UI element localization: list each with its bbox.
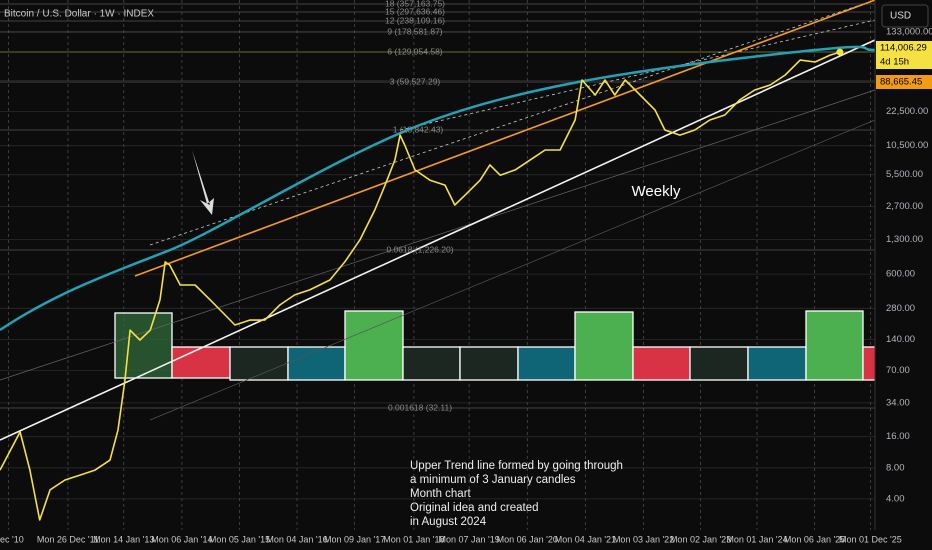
fib-label: 18 (357,163.75): [385, 0, 445, 8]
y-tick-label: 34.00: [886, 397, 910, 408]
y-axis-panel: [875, 0, 932, 550]
y-tick-label: 600.00: [886, 269, 915, 280]
timeframe-label: Weekly: [632, 183, 681, 200]
x-tick-label: Mon 01 Dec '25: [839, 534, 902, 544]
x-tick-label: Mon 06 Jan '14: [151, 534, 212, 544]
y-tick-label: 22,500.00: [886, 106, 928, 117]
y-tick-label: 5,500.00: [886, 169, 923, 180]
note-line: Month chart: [410, 488, 472, 500]
price-label: 4d 15h: [880, 57, 909, 68]
price-label-bg: [876, 55, 932, 69]
fib-label: 0.0618 (1,226.20): [386, 244, 453, 254]
x-tick-label: Mon 02 Jan '23: [670, 534, 731, 544]
price-label: 88,665.45: [880, 77, 922, 88]
note-line: Upper Trend line formed by going through: [410, 460, 623, 472]
last-point: [836, 48, 844, 56]
fib-label: 12 (238,109.16): [385, 15, 445, 25]
fib-label: 1 (13,842.43): [393, 124, 444, 134]
x-tick-label: Mon 06 Jan '25: [784, 534, 845, 544]
fib-label: 15 (297,636.46): [385, 6, 445, 16]
y-tick-label: 133,000.00: [886, 26, 932, 37]
chart-title: Bitcoin / U.S. Dollar · 1W · INDEX: [4, 9, 154, 20]
price-label: 114,006.29: [880, 43, 927, 54]
year-boxes: [114, 310, 881, 381]
note-line: a minimum of 3 January candles: [410, 474, 576, 486]
arrow: [192, 150, 214, 215]
fib-label: 9 (178,581.87): [387, 26, 442, 36]
trend-lines: [0, 0, 876, 441]
price-line: [0, 51, 841, 521]
x-tick-label: Mon 04 Jan '16: [266, 534, 327, 544]
y-tick-label: 10,500.00: [886, 140, 928, 151]
x-tick-label: Mon 01 Jan '18: [383, 534, 444, 544]
y-tick-label: 1,300.00: [886, 234, 923, 245]
fib-lines: [0, 3, 875, 409]
x-tick-label: Mon 14 Jan '13: [93, 534, 154, 544]
y-tick-label: 140.00: [886, 334, 915, 345]
price-label-bg: [876, 75, 932, 89]
x-tick-label: Mon 04 Jan '21: [555, 534, 616, 544]
x-axis-panel: [0, 530, 932, 550]
x-tick-label: Dec '10: [0, 534, 24, 544]
x-tick-label: Mon 09 Jan '17: [324, 534, 385, 544]
y-tick-label: 16.00: [886, 431, 910, 442]
y-tick-label: 8.00: [886, 462, 905, 473]
x-tick-label: Mon 05 Jan '15: [209, 534, 270, 544]
fib-label: 0.001618 (32.11): [388, 402, 452, 412]
x-tick-label: Mon 26 Dec '11: [37, 534, 99, 544]
note-line: in August 2024: [410, 516, 487, 528]
x-tick-label: Mon 03 Jan '22: [613, 534, 674, 544]
fib-label: 6 (129,054.58): [387, 46, 442, 56]
x-tick-label: Mon 01 Jan '24: [726, 534, 787, 544]
currency[interactable]: USD: [890, 11, 911, 22]
price-label-bg: [876, 41, 932, 55]
x-tick-label: Mon 06 Jan '20: [497, 534, 558, 544]
marks: [0, 48, 844, 521]
x-tick-label: Mon 07 Jan '19: [439, 534, 500, 544]
fib-label: 3 (59,527.29): [390, 76, 441, 86]
y-tick-label: 2,700.00: [886, 201, 923, 212]
currency-box[interactable]: [881, 4, 929, 28]
y-tick-label: 4.00: [886, 493, 905, 504]
y-tick-label: 70.00: [886, 365, 910, 376]
note-line: Original idea and created: [410, 502, 539, 514]
y-tick-label: 280.00: [886, 303, 915, 314]
